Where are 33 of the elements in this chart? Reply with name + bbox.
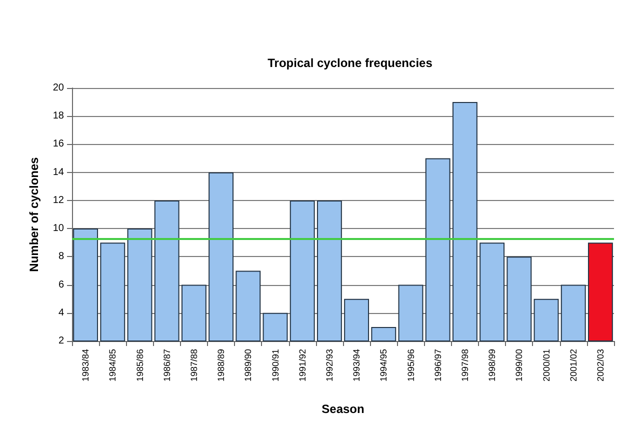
x-tick-label: 1987/88 xyxy=(188,349,199,382)
x-tick-label: 1995/96 xyxy=(406,349,416,382)
x-tick-label: 1996/97 xyxy=(432,349,443,382)
x-tick-label: 1994/95 xyxy=(378,349,389,382)
chart-title: Tropical cyclone frequencies xyxy=(268,56,433,70)
x-axis-title: Season xyxy=(322,402,364,416)
y-tick-label: 2 xyxy=(58,336,64,346)
x-tick-label: 1988/89 xyxy=(216,349,226,382)
y-tick-label: 6 xyxy=(58,279,64,290)
x-tick-label: 1999/00 xyxy=(514,349,524,382)
x-tick-label: 1992/93 xyxy=(324,349,334,382)
y-tick-label: 20 xyxy=(52,82,64,94)
y-tick-label: 12 xyxy=(52,194,64,206)
x-tick-label: 2001/02 xyxy=(568,349,578,382)
x-tick-label: 1993/94 xyxy=(352,349,362,382)
x-tick-label: 1998/99 xyxy=(487,349,498,382)
y-axis-title: Number of cyclones xyxy=(27,156,41,272)
x-tick-label: 1991/92 xyxy=(297,349,308,382)
x-tick-label: 1985/86 xyxy=(134,349,145,382)
x-tick-label: 1986/87 xyxy=(162,349,172,382)
y-tick-label: 16 xyxy=(52,138,64,150)
x-tick-label: 1990/91 xyxy=(270,349,280,382)
y-tick-label: 8 xyxy=(58,251,64,262)
x-tick-label: 1984/85 xyxy=(108,349,118,382)
x-tick-label: 2000/01 xyxy=(541,349,552,382)
x-tick-label: 1997/98 xyxy=(460,349,470,382)
x-tick-label: 2002/03 xyxy=(595,349,606,382)
y-tick-label: 18 xyxy=(52,110,64,122)
y-tick-label: 10 xyxy=(52,223,64,234)
y-tick-label: 14 xyxy=(52,166,64,178)
y-tick-label: 4 xyxy=(58,307,64,318)
x-tick-label: 1989/90 xyxy=(243,349,254,382)
x-tick-label: 1983/84 xyxy=(80,349,91,382)
